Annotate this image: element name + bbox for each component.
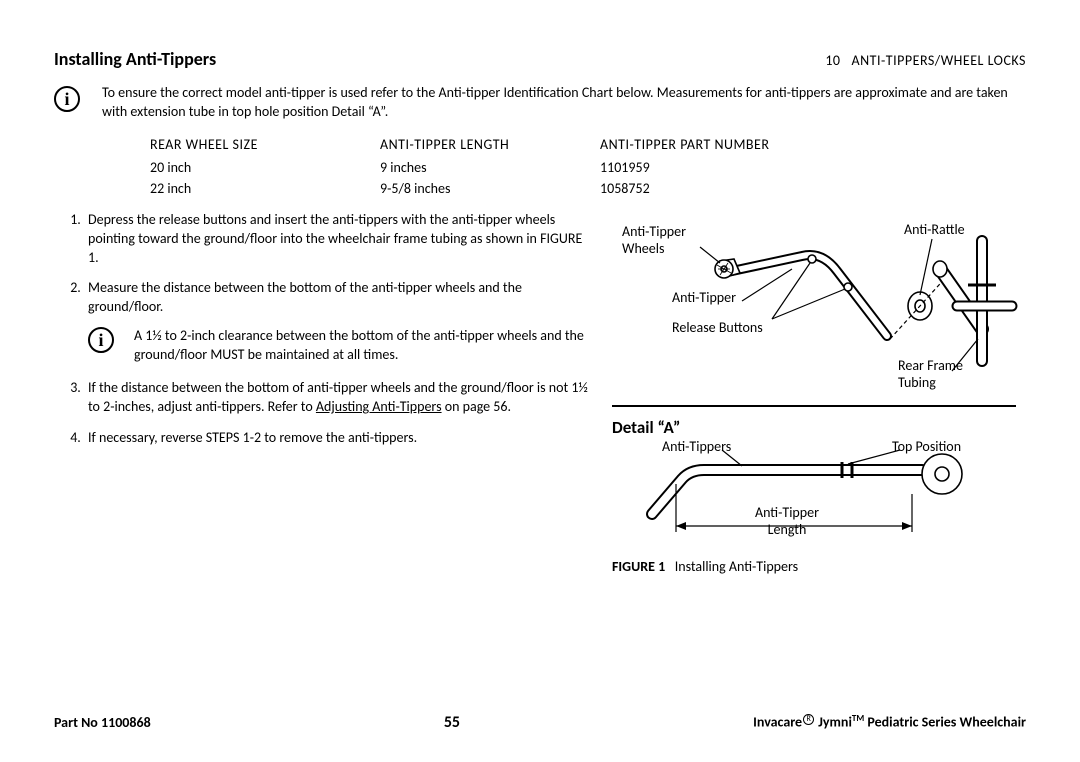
page-footer: Part No 1100868 55 InvacareR JymniTM Ped… bbox=[54, 713, 1026, 732]
intro-note: i To ensure the correct model anti-tippe… bbox=[54, 84, 1026, 122]
table-row: 22 inch 9-5/8 inches 1058752 bbox=[150, 180, 1026, 197]
steps-list: Depress the release buttons and insert t… bbox=[54, 211, 594, 448]
detail-label-length: Anti-Tipper Length bbox=[742, 504, 832, 538]
figure-caption: FIGURE 1 Installing Anti-Tippers bbox=[612, 558, 1026, 575]
registered-icon: R bbox=[803, 714, 814, 725]
figure-label-tipper: Anti-Tipper bbox=[672, 289, 736, 306]
figure-1-detail-a: Anti-Tippers Top Position Anti-Tipper Le… bbox=[612, 444, 1026, 554]
adjusting-link[interactable]: Adjusting Anti-Tippers bbox=[316, 398, 442, 415]
table-header: ANTI-TIPPER LENGTH bbox=[380, 136, 600, 153]
detail-label-tippers: Anti-Tippers bbox=[662, 438, 731, 455]
trademark-icon: TM bbox=[852, 713, 864, 724]
info-icon: i bbox=[88, 327, 114, 353]
table-cell: 22 inch bbox=[150, 180, 380, 197]
footer-product-name: InvacareR JymniTM Pediatric Series Wheel… bbox=[753, 713, 1026, 731]
detail-label-top: Top Position bbox=[892, 438, 961, 455]
intro-note-text: To ensure the correct model anti-tipper … bbox=[102, 84, 1026, 122]
anti-tipper-table: REAR WHEEL SIZE ANTI-TIPPER LENGTH ANTI-… bbox=[150, 136, 1026, 197]
table-header-row: REAR WHEEL SIZE ANTI-TIPPER LENGTH ANTI-… bbox=[150, 136, 1026, 153]
table-cell: 1058752 bbox=[600, 180, 860, 197]
step-item: If the distance between the bottom of an… bbox=[84, 379, 594, 417]
step-text: on page 56. bbox=[442, 398, 511, 415]
table-header: ANTI-TIPPER PART NUMBER bbox=[600, 136, 860, 153]
footer-page-number: 55 bbox=[444, 713, 460, 732]
figure-label-antirattle: Anti-Rattle bbox=[904, 221, 965, 238]
figure-1-assembly: Anti-Tipper Wheels Anti-Rattle Anti-Tipp… bbox=[612, 211, 1026, 401]
page-header: 10 ANTI-TIPPERS/WHEEL LOCKS bbox=[825, 52, 1026, 69]
chapter-title: ANTI-TIPPERS/WHEEL LOCKS bbox=[852, 52, 1026, 69]
table-header: REAR WHEEL SIZE bbox=[150, 136, 380, 153]
clearance-note-text: A 1½ to 2-inch clearance between the bot… bbox=[134, 327, 594, 365]
instructions-column: Depress the release buttons and insert t… bbox=[54, 211, 594, 575]
table-cell: 9 inches bbox=[380, 159, 600, 176]
table-cell: 20 inch bbox=[150, 159, 380, 176]
figure-label-wheels: Anti-Tipper Wheels bbox=[622, 223, 712, 257]
step-item: If necessary, reverse STEPS 1-2 to remov… bbox=[84, 429, 594, 448]
figure-caption-prefix: FIGURE 1 bbox=[612, 558, 665, 575]
chapter-number: 10 bbox=[825, 52, 840, 69]
step-item: Depress the release buttons and insert t… bbox=[84, 211, 594, 268]
figure-caption-text: Installing Anti-Tippers bbox=[675, 558, 798, 575]
figure-divider bbox=[612, 405, 1016, 407]
table-cell: 1101959 bbox=[600, 159, 860, 176]
step-item: Measure the distance between the bottom … bbox=[84, 279, 594, 365]
table-cell: 9-5/8 inches bbox=[380, 180, 600, 197]
figure-label-tubing: Rear Frame Tubing bbox=[898, 357, 988, 391]
table-row: 20 inch 9 inches 1101959 bbox=[150, 159, 1026, 176]
info-icon: i bbox=[54, 86, 80, 112]
footer-part-no: Part No 1100868 bbox=[54, 714, 151, 731]
clearance-note: i A 1½ to 2-inch clearance between the b… bbox=[88, 327, 594, 365]
figure-label-release: Release Buttons bbox=[672, 319, 763, 336]
step-text: Measure the distance between the bottom … bbox=[88, 279, 522, 315]
detail-a-title: Detail “A” bbox=[612, 417, 1026, 438]
figure-column: Anti-Tipper Wheels Anti-Rattle Anti-Tipp… bbox=[612, 211, 1026, 575]
